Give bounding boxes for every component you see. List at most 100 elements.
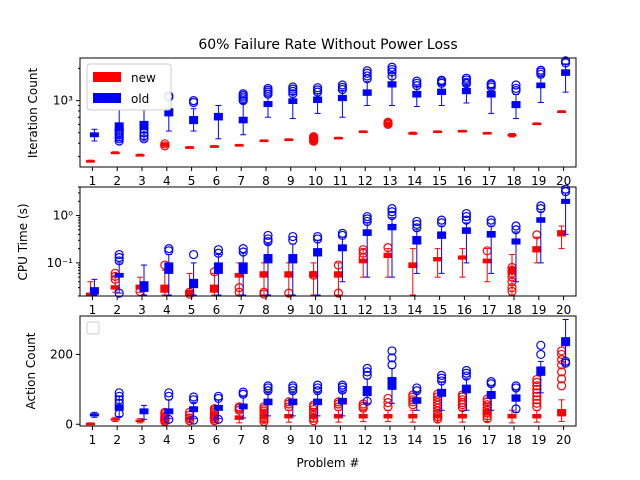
outlier-point [532,391,542,401]
x-tick-label: 6 [213,303,221,317]
box-new-14 [408,131,418,135]
outlier-point [114,398,124,408]
outlier-point [412,216,422,227]
outlier-point [461,208,471,219]
x-tick-label: 4 [163,303,171,317]
box-new-3 [135,418,145,424]
outlier-point [437,218,447,228]
box-old-9 [288,82,298,120]
y-tick-label: 10³ [53,94,73,108]
box-old-17 [486,79,496,114]
legend-label-new: new [131,71,156,85]
box-old-2 [114,249,124,298]
axes-frame [79,315,577,427]
outlier-point [461,365,471,376]
box-new-10 [309,132,319,146]
outlier-point [114,252,124,263]
y-tick-label: 10⁻¹ [47,256,74,270]
box-old-7 [238,387,248,419]
y-tick-label: 0 [65,417,73,431]
box-body [213,112,223,121]
outlier-point [511,225,521,235]
x-tick-label: 3 [138,433,146,447]
outlier-point [238,247,248,257]
x-tick-label: 1 [89,303,97,317]
box-old-1 [89,411,99,418]
y-axis-label-action: Action Count [24,332,38,409]
outlier-point [114,124,124,134]
box-new-11 [333,136,343,140]
outlier-point [313,380,323,390]
outlier-point [461,211,471,222]
outlier-point [507,286,517,297]
outlier-point [362,71,372,81]
outlier-point [511,404,521,414]
box-old-1 [89,278,99,296]
box-body [259,271,269,278]
outlier-point [189,395,199,405]
outlier-point [160,139,170,149]
box-old-19 [536,340,546,394]
outlier-point [412,383,422,393]
outlier-point [263,237,273,247]
axes-frame [79,57,577,168]
box-old-9 [288,381,298,417]
box-body [89,287,99,295]
outlier-point [383,117,393,127]
outlier-point [387,67,397,77]
box-new-4 [160,139,170,151]
box-old-15 [437,75,447,107]
outlier-point [263,230,273,241]
outlier-point [238,89,248,99]
box-old-11 [337,228,347,283]
box-old-9 [288,231,298,296]
box-old-13 [387,203,397,278]
x-tick-label: 18 [506,174,521,188]
box-new-8 [259,402,269,427]
outlier-point [387,203,397,214]
outlier-point [362,367,372,377]
x-tick-label: 7 [237,433,245,447]
outlier-point [486,215,496,225]
x-tick-label: 9 [287,174,295,188]
x-tick-label: 7 [237,174,245,188]
x-tick-label: 5 [188,433,196,447]
box-body [139,281,149,292]
box-new-8 [259,139,269,143]
box-old-18 [511,221,521,283]
x-tick-label: 17 [482,174,497,188]
outlier-point [313,386,323,396]
x-tick-label: 4 [163,433,171,447]
box-old-20 [560,318,571,368]
axes-frame [79,186,577,297]
outlier-point [139,128,149,138]
x-axis-label: Problem # [297,456,360,470]
x-tick-label: 11 [333,303,348,317]
box-body [536,366,546,376]
outlier-point [536,201,546,211]
box-old-17 [486,377,496,411]
x-tick-label: 3 [138,303,146,317]
x-tick-label: 15 [432,303,447,317]
outlier-point [461,73,471,83]
outlier-point [387,64,397,75]
box-new-3 [135,153,145,157]
outlier-point [556,374,567,384]
outlier-point [387,71,397,81]
outlier-point [387,353,397,363]
outlier-point [189,96,199,106]
box-new-19 [532,122,542,126]
x-tick-label: 20 [556,433,571,447]
box-old-10 [313,380,323,417]
x-tick-label: 12 [358,174,373,188]
x-tick-label: 18 [506,303,521,317]
outlier-point [313,231,323,242]
box-old-11 [337,380,347,417]
x-tick-label: 19 [531,303,546,317]
box-new-18 [507,132,517,138]
box-body [362,386,372,397]
outlier-point [263,381,273,391]
x-tick-label: 6 [213,174,221,188]
x-tick-label: 12 [358,433,373,447]
